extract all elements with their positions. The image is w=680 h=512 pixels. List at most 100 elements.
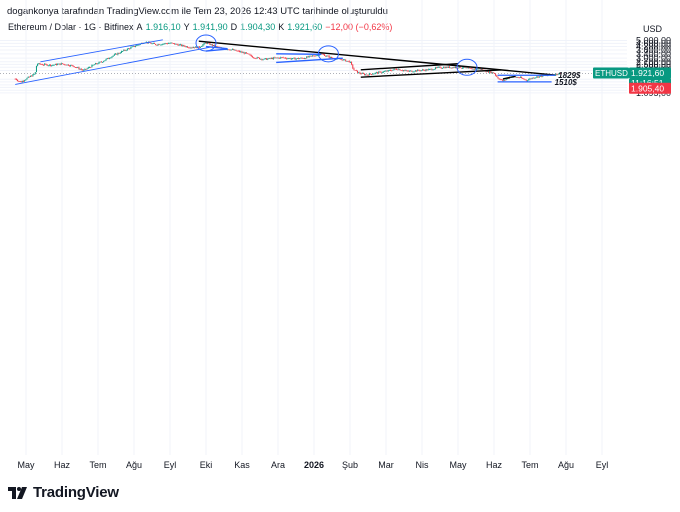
high-value: 1.941,90 [192, 22, 228, 32]
candle-body [401, 70, 403, 72]
candle-body [347, 60, 349, 62]
candle-body [400, 70, 402, 72]
candle-body [500, 79, 502, 81]
y-tick-label: 4.200,00 [636, 42, 671, 52]
candle-body [384, 71, 386, 73]
candle-body [498, 78, 500, 80]
candle-body [361, 73, 363, 74]
candle-body [499, 79, 501, 81]
candle-body [85, 68, 87, 70]
candle-body [162, 43, 164, 45]
close-label: K [278, 22, 285, 32]
x-tick-label: Eki [200, 460, 213, 470]
candle-body [235, 49, 237, 51]
x-tick-label: May [449, 460, 467, 470]
candle-body [97, 63, 99, 65]
candle-body [202, 44, 204, 47]
candle-body [87, 67, 89, 69]
candle-body [503, 79, 505, 81]
close-value: 1.921,60 [287, 22, 323, 32]
y-tick-label: 2.700,00 [636, 57, 671, 67]
candle-body [382, 71, 384, 73]
candle-body [325, 55, 327, 57]
candle-body [381, 72, 383, 74]
candle-body [375, 72, 377, 74]
candle-body [326, 55, 328, 57]
candle-body [17, 79, 19, 81]
candle-body [480, 69, 482, 70]
candle-body [436, 67, 438, 69]
candle-body [423, 69, 425, 71]
candle-body [403, 70, 405, 72]
candle-body [241, 51, 243, 53]
candle-body [306, 56, 308, 59]
candle-body [560, 73, 562, 75]
candle-body [305, 58, 307, 60]
candle-body [27, 76, 29, 78]
prev-close-tag-bg [629, 82, 671, 94]
candle-body [368, 73, 370, 76]
candle-body [25, 79, 27, 81]
candle-body [153, 43, 155, 45]
tradingview-logo-icon [8, 486, 27, 499]
candle-body [74, 67, 76, 68]
candle-body [60, 63, 62, 65]
candle-body [541, 75, 543, 77]
candle-body [277, 57, 279, 59]
candle-body [83, 69, 85, 71]
candle-body [406, 70, 408, 72]
candle-body [555, 73, 557, 76]
candle-body [129, 48, 131, 50]
candle-body [15, 78, 17, 80]
candle-body [450, 67, 452, 69]
candle-body [31, 75, 33, 77]
candle-body [353, 68, 355, 70]
candle-body [247, 53, 249, 55]
candle-body [171, 42, 173, 44]
candle-body [538, 76, 540, 78]
candle-body [434, 67, 436, 70]
candle-body [133, 46, 135, 47]
trend-line [510, 75, 516, 79]
candle-body [165, 43, 167, 45]
candle-body [473, 68, 475, 70]
candle-body [205, 42, 207, 44]
candle-body [280, 57, 282, 59]
symbol-title[interactable]: Ethereum / Dolar · 1G · Bitfinex [8, 22, 134, 32]
tradingview-logo[interactable]: TradingView [8, 484, 119, 501]
candle-body [229, 49, 231, 51]
x-tick-label: Tem [89, 460, 106, 470]
candle-body [89, 67, 91, 69]
candle-body [61, 63, 63, 65]
channel-line [15, 46, 210, 85]
candle-body [113, 54, 115, 56]
y-tick-label: 3.400,00 [636, 49, 671, 59]
candle-body [433, 69, 435, 70]
candle-body [267, 58, 269, 60]
candle-body [56, 63, 58, 66]
candle-body [93, 64, 95, 66]
candle-body [290, 58, 292, 60]
candle-body [471, 68, 473, 70]
candle-body [261, 58, 263, 60]
candle-body [502, 79, 504, 81]
candle-body [211, 44, 213, 46]
candle-body [524, 79, 526, 81]
x-tick-label: Haz [486, 460, 503, 470]
candle-body [453, 67, 455, 69]
candle-body [76, 67, 78, 69]
candle-body [137, 44, 139, 46]
candle-body [390, 70, 392, 71]
candle-body [170, 42, 172, 44]
candle-body [380, 71, 382, 73]
candle-body [216, 46, 218, 47]
candle-body [392, 69, 394, 71]
candle-body [172, 43, 174, 44]
candle-body [126, 48, 128, 51]
candle-body [257, 57, 259, 59]
candle-body [128, 48, 130, 50]
candle-body [529, 78, 531, 80]
candle-body [302, 58, 304, 59]
candle-body [48, 64, 50, 66]
